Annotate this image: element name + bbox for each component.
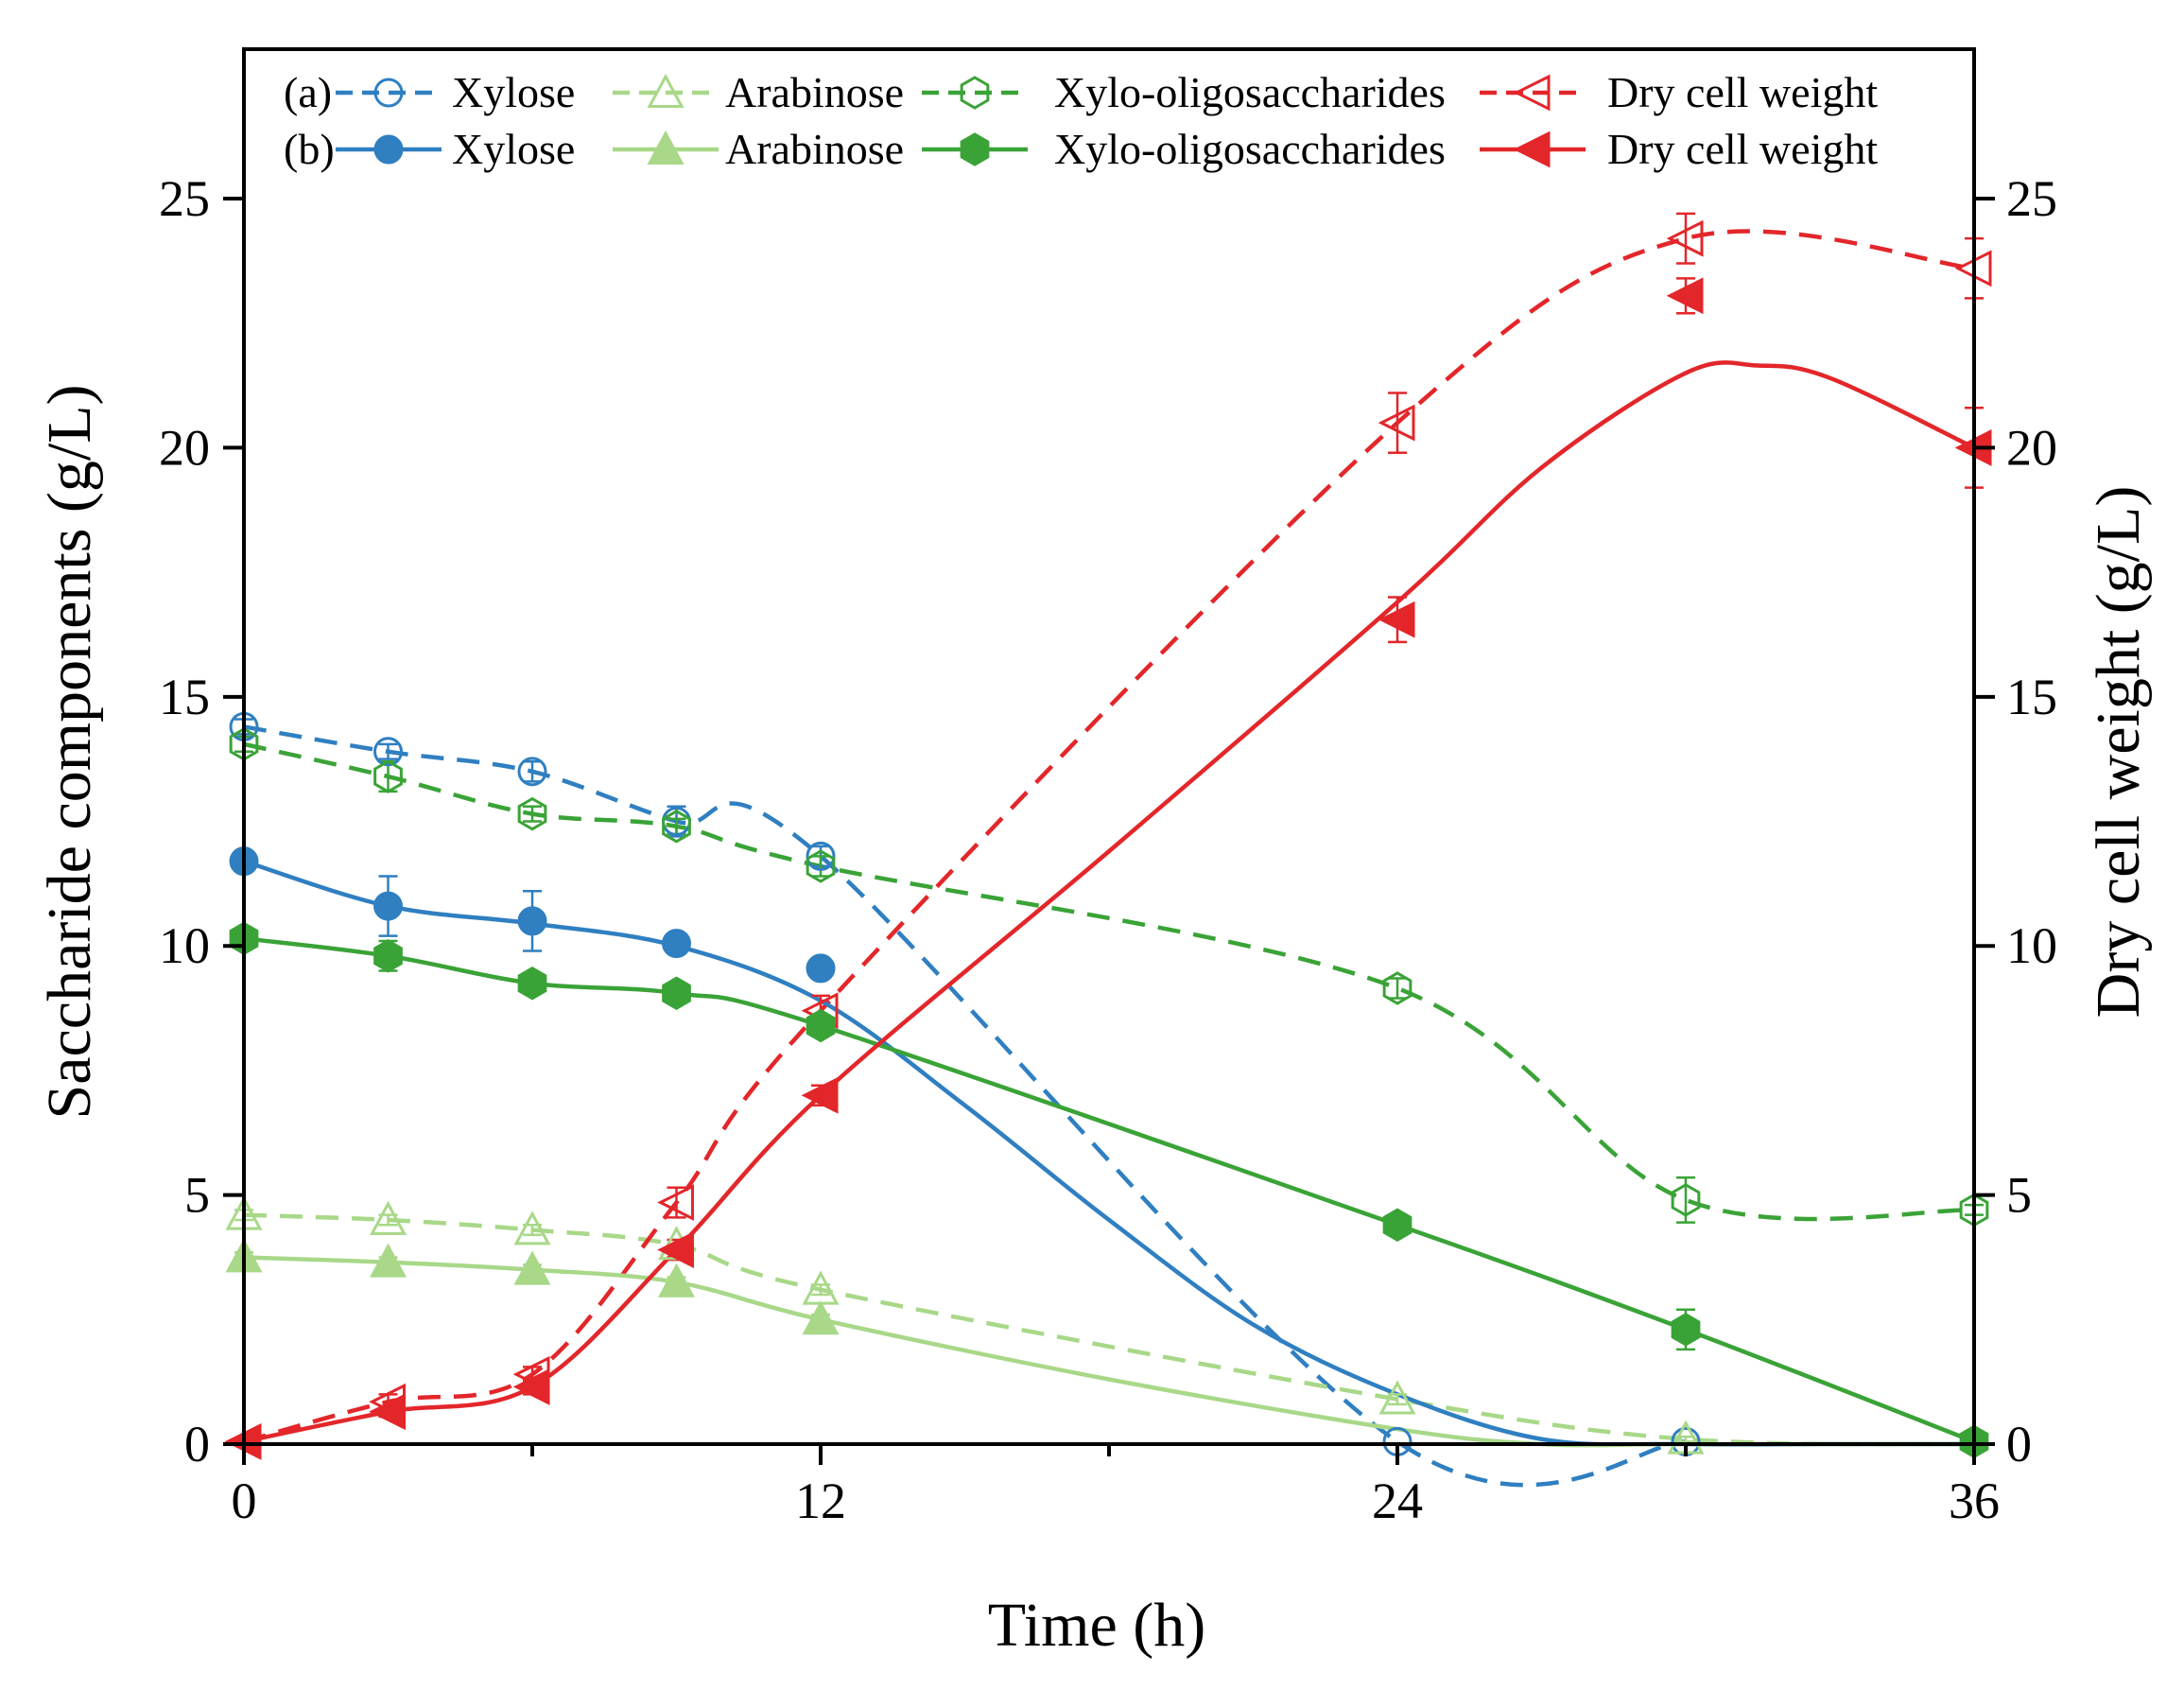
data-point-b-dcw (801, 1076, 839, 1114)
data-point-a-xylose (373, 737, 403, 767)
data-point-b-xos (1382, 1208, 1413, 1242)
series-line-a-xos (243, 741, 1975, 1222)
x-tick-label: 12 (795, 1472, 846, 1529)
legend-marker-b-dcw (1513, 131, 1551, 168)
legend-marker-b-xos (960, 132, 990, 166)
legend-label-a-xylose: Xylose (452, 68, 575, 116)
data-point-b-dcw (1378, 601, 1415, 638)
data-point-b-xylose (373, 891, 403, 921)
data-point-b-arabinose (657, 1263, 696, 1298)
legend-marker-a-xylose (373, 78, 404, 108)
data-point-a-dcw (1378, 404, 1415, 442)
data-point-b-xylose (517, 906, 547, 936)
data-point-a-arabinose (369, 1200, 407, 1235)
legend-label-a-arabinose: Arabinose (725, 68, 904, 116)
data-point-a-arabinose (1378, 1380, 1416, 1415)
legend-marker-a-dcw (1513, 74, 1551, 112)
data-point-b-dcw (512, 1368, 550, 1405)
data-point-b-xos (373, 939, 403, 973)
y-right-tick-label: 25 (2006, 170, 2057, 227)
legend-group-tag: (b) (284, 125, 335, 173)
data-point-b-arabinose (369, 1243, 407, 1278)
data-point-a-xos (517, 796, 547, 831)
legend-marker-a-arabinose (647, 73, 685, 108)
data-point-b-dcw (369, 1393, 406, 1431)
data-point-a-xos (662, 810, 691, 844)
data-point-b-arabinose (802, 1300, 840, 1335)
legend-marker-b-xylose (373, 134, 404, 165)
y-left-tick-label: 20 (159, 419, 210, 476)
legend-group-tag: (a) (284, 68, 332, 116)
y-axis-right-title: Dry cell weight (g/L) (2084, 486, 2153, 1019)
y-right-tick-label: 15 (2006, 669, 2057, 725)
data-point-b-dcw (1666, 277, 1704, 315)
y-left-tick-label: 10 (159, 917, 210, 974)
legend-label-a-dcw: Dry cell weight (1607, 68, 1878, 116)
data-point-a-dcw (1666, 219, 1704, 257)
data-point-a-xylose (517, 757, 547, 787)
x-axis-title: Time (h) (988, 1591, 1205, 1660)
data-point-b-xos (662, 976, 691, 1010)
y-right-tick-label: 20 (2006, 419, 2057, 476)
legend-label-b-arabinose: Arabinose (725, 125, 904, 173)
y-left-tick-label: 0 (184, 1416, 210, 1472)
y-right-tick-label: 10 (2006, 917, 2057, 974)
y-left-tick-label: 5 (184, 1167, 210, 1224)
data-point-a-xos (1382, 971, 1413, 1005)
legend-marker-a-xos (960, 76, 990, 110)
data-point-a-xylose (806, 841, 836, 871)
y-left-tick-label: 15 (159, 669, 210, 725)
data-point-b-xos (806, 1008, 836, 1043)
data-point-b-xos (1671, 1313, 1701, 1347)
data-point-a-arabinose (513, 1211, 551, 1246)
x-tick-label: 0 (232, 1472, 257, 1529)
legend-label-a-xos: Xylo-oligosaccharides (1054, 68, 1446, 116)
data-point-b-arabinose (513, 1250, 551, 1285)
series-line-a-xylose (243, 724, 1687, 1488)
data-point-a-xos (806, 849, 836, 883)
data-point-b-dcw (657, 1231, 694, 1268)
x-tick-label: 36 (1949, 1472, 2000, 1529)
legend: (a) Xylose Arabinose Xylo-oligosaccharides D… (284, 68, 1878, 173)
data-point-a-xos (373, 759, 403, 793)
data-point-a-dcw (657, 1184, 694, 1221)
y-right-tick-label: 5 (2006, 1167, 2032, 1224)
data-point-b-xos (517, 966, 547, 1001)
data-point-b-xylose (662, 929, 691, 959)
y-left-tick-label: 25 (159, 170, 210, 227)
data-point-a-xos (1671, 1183, 1701, 1217)
data-point-b-xylose (806, 953, 836, 984)
y-right-tick-label: 0 (2006, 1416, 2032, 1472)
x-tick-label: 24 (1372, 1472, 1423, 1529)
series-line-a-dcw (243, 229, 1975, 1444)
legend-marker-b-arabinose (647, 130, 685, 165)
y-axis-left-title: Saccharide components (g/L) (35, 384, 104, 1119)
legend-label-b-xos: Xylo-oligosaccharides (1054, 125, 1446, 173)
legend-label-b-dcw: Dry cell weight (1607, 125, 1878, 173)
legend-label-b-xylose: Xylose (452, 125, 575, 173)
